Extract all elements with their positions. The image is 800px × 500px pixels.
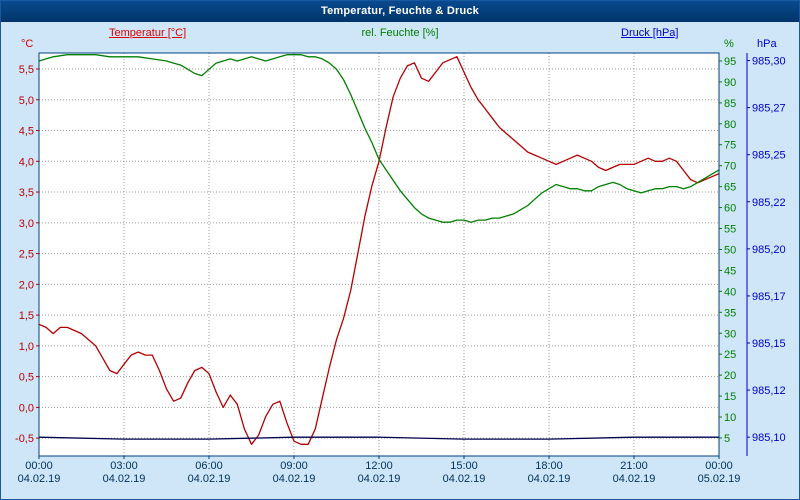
svg-text:15:00: 15:00 (450, 460, 478, 472)
svg-text:03:00: 03:00 (110, 460, 138, 472)
svg-text:50: 50 (724, 244, 736, 256)
svg-text:5,0: 5,0 (19, 95, 34, 107)
svg-text:4,0: 4,0 (19, 156, 34, 168)
svg-text:04.02.19: 04.02.19 (358, 473, 401, 485)
svg-text:21:00: 21:00 (620, 460, 648, 472)
svg-text:95: 95 (724, 56, 736, 68)
svg-text:5,5: 5,5 (19, 64, 34, 76)
legend-pressure[interactable]: Druck [hPa] (621, 27, 679, 39)
series-feuchte-line (38, 54, 720, 223)
svg-text:30: 30 (724, 328, 736, 340)
svg-text:04.02.19: 04.02.19 (613, 473, 656, 485)
svg-text:1,0: 1,0 (19, 341, 34, 353)
legend-temperature[interactable]: Temperatur [°C] (109, 27, 187, 39)
svg-text:985,10: 985,10 (752, 432, 786, 444)
svg-text:45: 45 (724, 265, 736, 277)
svg-text:04.02.19: 04.02.19 (103, 473, 146, 485)
svg-text:985,25: 985,25 (752, 150, 786, 162)
svg-text:04.02.19: 04.02.19 (188, 473, 231, 485)
series-druck-line (38, 436, 720, 440)
svg-text:25: 25 (724, 349, 736, 361)
window-title: Temperatur, Feuchte & Druck (1, 1, 799, 22)
svg-text:2,0: 2,0 (19, 279, 34, 291)
svg-text:985,15: 985,15 (752, 338, 786, 350)
svg-text:09:00: 09:00 (280, 460, 308, 472)
svg-text:20: 20 (724, 370, 736, 382)
svg-text:12:00: 12:00 (365, 460, 393, 472)
svg-text:04.02.19: 04.02.19 (18, 473, 61, 485)
svg-text:15: 15 (724, 391, 736, 403)
svg-text:3,5: 3,5 (19, 187, 34, 199)
svg-text:80: 80 (724, 119, 736, 131)
svg-text:35: 35 (724, 307, 736, 319)
svg-text:0,5: 0,5 (19, 372, 34, 384)
svg-text:985,27: 985,27 (752, 103, 786, 115)
svg-text:85: 85 (724, 98, 736, 110)
temperature-axis-labels: 5,5 5,0 4,5 4,0 3,5 3,0 2,5 2,0 1,5 1,0 0,5 0,0 -0,5 (15, 64, 39, 445)
svg-text:1,5: 1,5 (19, 310, 34, 322)
legend-humidity[interactable]: rel. Feuchte [%] (361, 27, 439, 39)
pressure-axis-labels: 985,30 985,27 985,25 985,22 985,20 985,17 985,… (746, 53, 786, 456)
svg-text:06:00: 06:00 (195, 460, 223, 472)
humidity-axis-labels: 95 90 85 80 75 70 65 60 55 50 45 40 35 30 25 20 15 10 5 (719, 56, 736, 445)
svg-text:65: 65 (724, 182, 736, 194)
svg-text:55: 55 (724, 224, 736, 236)
svg-text:00:00: 00:00 (705, 460, 733, 472)
svg-text:985,17: 985,17 (752, 291, 786, 303)
svg-text:2,5: 2,5 (19, 249, 34, 261)
gridlines (39, 53, 719, 456)
svg-text:18:00: 18:00 (535, 460, 563, 472)
svg-text:985,20: 985,20 (752, 244, 786, 256)
series-temperatur-line (38, 56, 720, 445)
svg-text:3,0: 3,0 (19, 218, 34, 230)
svg-text:10: 10 (724, 412, 736, 424)
svg-text:60: 60 (724, 203, 736, 215)
svg-text:5: 5 (724, 433, 730, 445)
svg-text:985,22: 985,22 (752, 197, 786, 209)
left-axis-unit-label: °C (21, 38, 34, 50)
svg-text:985,12: 985,12 (752, 385, 786, 397)
humidity-axis-unit-label: % (724, 38, 734, 50)
svg-text:40: 40 (724, 286, 736, 298)
svg-text:-0,5: -0,5 (15, 433, 34, 445)
svg-text:04.02.19: 04.02.19 (528, 473, 571, 485)
svg-text:05.02.19: 05.02.19 (698, 473, 741, 485)
x-axis-labels: 00:0004.02.1903:0004.02.1906:0004.02.190… (18, 456, 741, 485)
svg-text:985,30: 985,30 (752, 56, 786, 68)
svg-text:04.02.19: 04.02.19 (443, 473, 486, 485)
svg-text:04.02.19: 04.02.19 (273, 473, 316, 485)
pressure-axis-unit-label: hPa (757, 38, 777, 50)
svg-text:70: 70 (724, 161, 736, 173)
svg-text:90: 90 (724, 77, 736, 89)
svg-text:4,5: 4,5 (19, 126, 34, 138)
svg-text:75: 75 (724, 140, 736, 152)
svg-text:0,0: 0,0 (19, 402, 34, 414)
svg-text:00:00: 00:00 (25, 460, 53, 472)
